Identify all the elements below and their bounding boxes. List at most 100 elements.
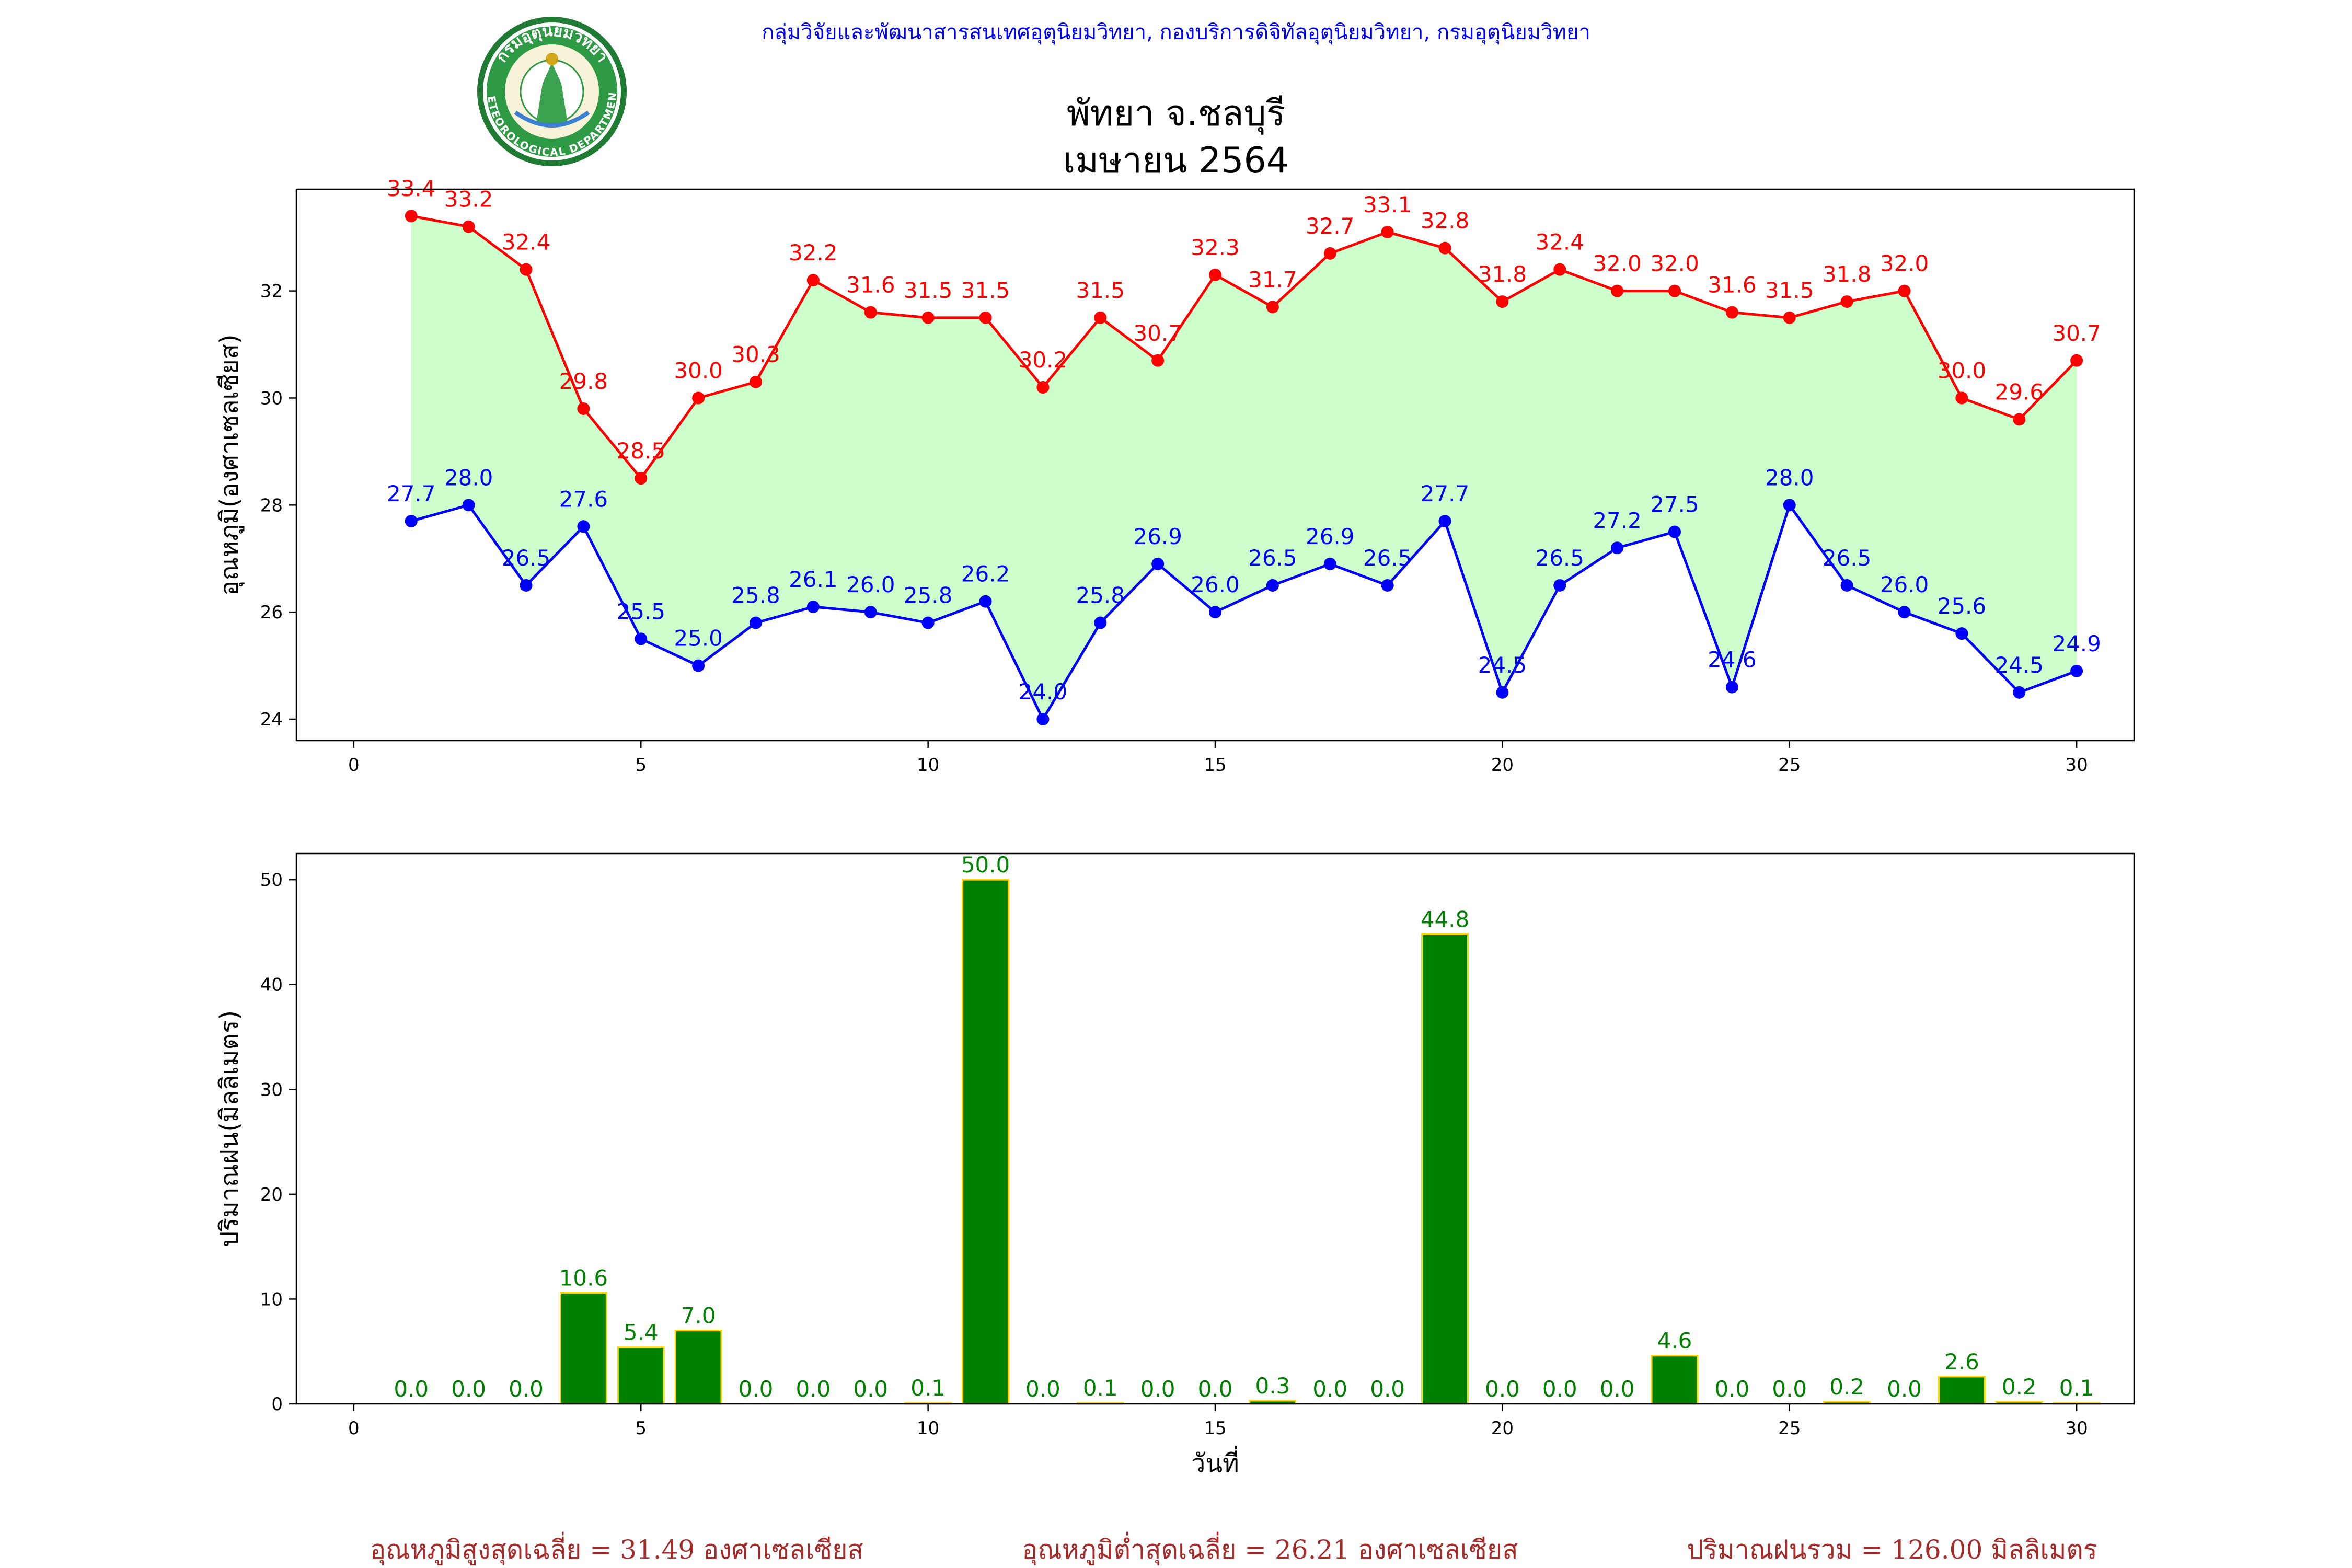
max-temperature-label: 32.4 [1535,229,1584,255]
max-temperature-point [1381,225,1394,238]
y-tick-label: 28 [260,495,283,516]
x-tick-label: 15 [1204,1418,1226,1439]
max-temperature-label: 31.5 [1076,278,1125,303]
rain-bar-label: 0.0 [394,1376,429,1402]
max-temperature-point [520,263,533,276]
rain-bar [559,1292,607,1405]
min-temperature-point [1955,627,1968,640]
avg-max-summary: อุณหภูมิสูงสุดเฉลี่ย = 31.49 องศาเซลเซีย… [370,1532,863,1565]
min-temperature-point [1381,579,1394,592]
rain-bar [674,1330,722,1405]
rain-bar [617,1346,665,1405]
rain-bar-label: 0.2 [1829,1374,1864,1400]
rain-bar-label: 0.0 [1772,1376,1807,1402]
min-temperature-line [411,502,2077,722]
min-temperature-point [405,515,418,528]
rain-bar [1938,1376,1986,1405]
min-temperature-point [1438,515,1451,528]
y-tick-label: 30 [260,388,283,409]
min-temperature-label: 24.5 [1994,652,2044,678]
rain-bar-label: 0.3 [1255,1373,1290,1399]
min-temperature-label: 26.0 [1191,572,1240,597]
rain-bar-label: 0.1 [2059,1375,2094,1401]
max-temperature-label: 30.2 [1019,347,1068,373]
min-temperature-label: 25.8 [731,583,780,608]
min-temperature-point [1553,579,1566,592]
min-temperature-label: 28.0 [444,465,493,490]
chart-title-line2: เมษายน 2564 [1063,140,1289,181]
max-temperature-point [1094,311,1107,324]
y-tick-label: 32 [260,281,283,302]
min-temperature-label: 27.2 [1593,508,1642,533]
rain-bar-label: 0.0 [1600,1376,1635,1402]
x-tick-label: 30 [2065,755,2088,776]
y-tick-label: 50 [260,870,283,891]
y-tick-label: 40 [260,975,283,996]
min-temperature-label: 26.5 [1535,545,1584,571]
x-tick-label: 20 [1491,755,1514,776]
min-temperature-point [1266,579,1279,592]
credit-text: กลุ่มวิจัยและพัฒนาสารสนเทศอุตุนิยมวิทยา,… [762,20,1590,45]
rain-bar-label: 0.0 [1025,1376,1060,1402]
x-tick-label: 0 [348,1418,360,1439]
min-temperature-point [979,595,992,608]
min-temperature-point [1036,713,1050,726]
x-tick-label: 25 [1778,1418,1801,1439]
max-temperature-point [1668,284,1681,297]
min-temperature-point [1323,557,1336,570]
min-temperature-label: 24.6 [1708,647,1757,673]
min-temperature-label: 25.8 [904,583,953,608]
max-temperature-point [635,472,648,485]
max-temperature-point [1898,284,1911,297]
min-temperature-point [1725,681,1738,694]
min-temperature-point [864,606,877,619]
max-temperature-point [921,311,935,324]
x-tick-label: 10 [917,755,939,776]
max-temperature-label: 31.8 [1478,261,1527,287]
max-temperature-point [864,306,877,319]
max-temperature-point [1323,247,1336,260]
min-temperature-label: 26.5 [1248,545,1297,571]
rain-bar-label: 44.8 [1421,906,1470,932]
min-temperature-label: 26.9 [1306,524,1355,549]
max-temperature-label: 31.5 [904,278,953,303]
department-logo: กรมอุตุนิยมวิทยา METEOROLOGICAL DEPARTME… [477,17,627,166]
rain-bar-label: 2.6 [1944,1349,1979,1375]
max-temperature-label: 28.5 [616,438,665,464]
rain-bar-label: 7.0 [681,1303,716,1329]
min-temperature-point [1840,579,1853,592]
min-temperature-label: 24.0 [1019,679,1068,705]
max-temperature-label: 30.0 [674,358,723,383]
chart-title-line1: พัทยา จ.ชลบุรี [1067,93,1285,135]
y-tick-label: 26 [260,602,283,623]
x-tick-label: 10 [917,1418,939,1439]
min-temperature-point [577,520,590,533]
max-temperature-label: 31.6 [846,272,895,298]
min-temperature-point [1611,541,1624,555]
rain-bar-label: 0.0 [451,1376,486,1402]
max-temperature-label: 32.0 [1650,251,1699,276]
max-temperature-label: 32.2 [789,240,838,266]
max-temperature-label: 30.0 [1938,358,1987,383]
temperature-panel: 33.4 33.2 32.4 29.8 28.5 30.0 30.3 32.2 31.6 31.5… [215,176,2135,776]
max-temperature-point [1840,295,1853,308]
max-temperature-point [1266,301,1279,314]
x-tick-label: 20 [1491,1418,1514,1439]
rain-bar [1651,1355,1699,1405]
min-temperature-label: 26.0 [1880,572,1929,597]
max-temperature-label: 31.8 [1823,261,1872,287]
max-temperature-point [750,375,762,388]
min-temperature-label: 25.5 [616,598,665,624]
rain-bar-label: 0.0 [1370,1376,1405,1402]
max-temperature-point [1725,306,1738,319]
max-temperature-label: 29.8 [559,368,608,394]
min-temperature-point [1209,606,1221,619]
x-tick-label: 5 [635,755,647,776]
x-tick-label: 30 [2065,1418,2088,1439]
min-temperature-label: 26.9 [1133,524,1182,549]
rain-bar-label: 0.0 [1312,1376,1347,1402]
min-temperature-label: 25.8 [1076,583,1125,608]
rain-bar-label: 0.0 [1542,1376,1577,1402]
max-temperature-label: 33.4 [387,176,436,201]
